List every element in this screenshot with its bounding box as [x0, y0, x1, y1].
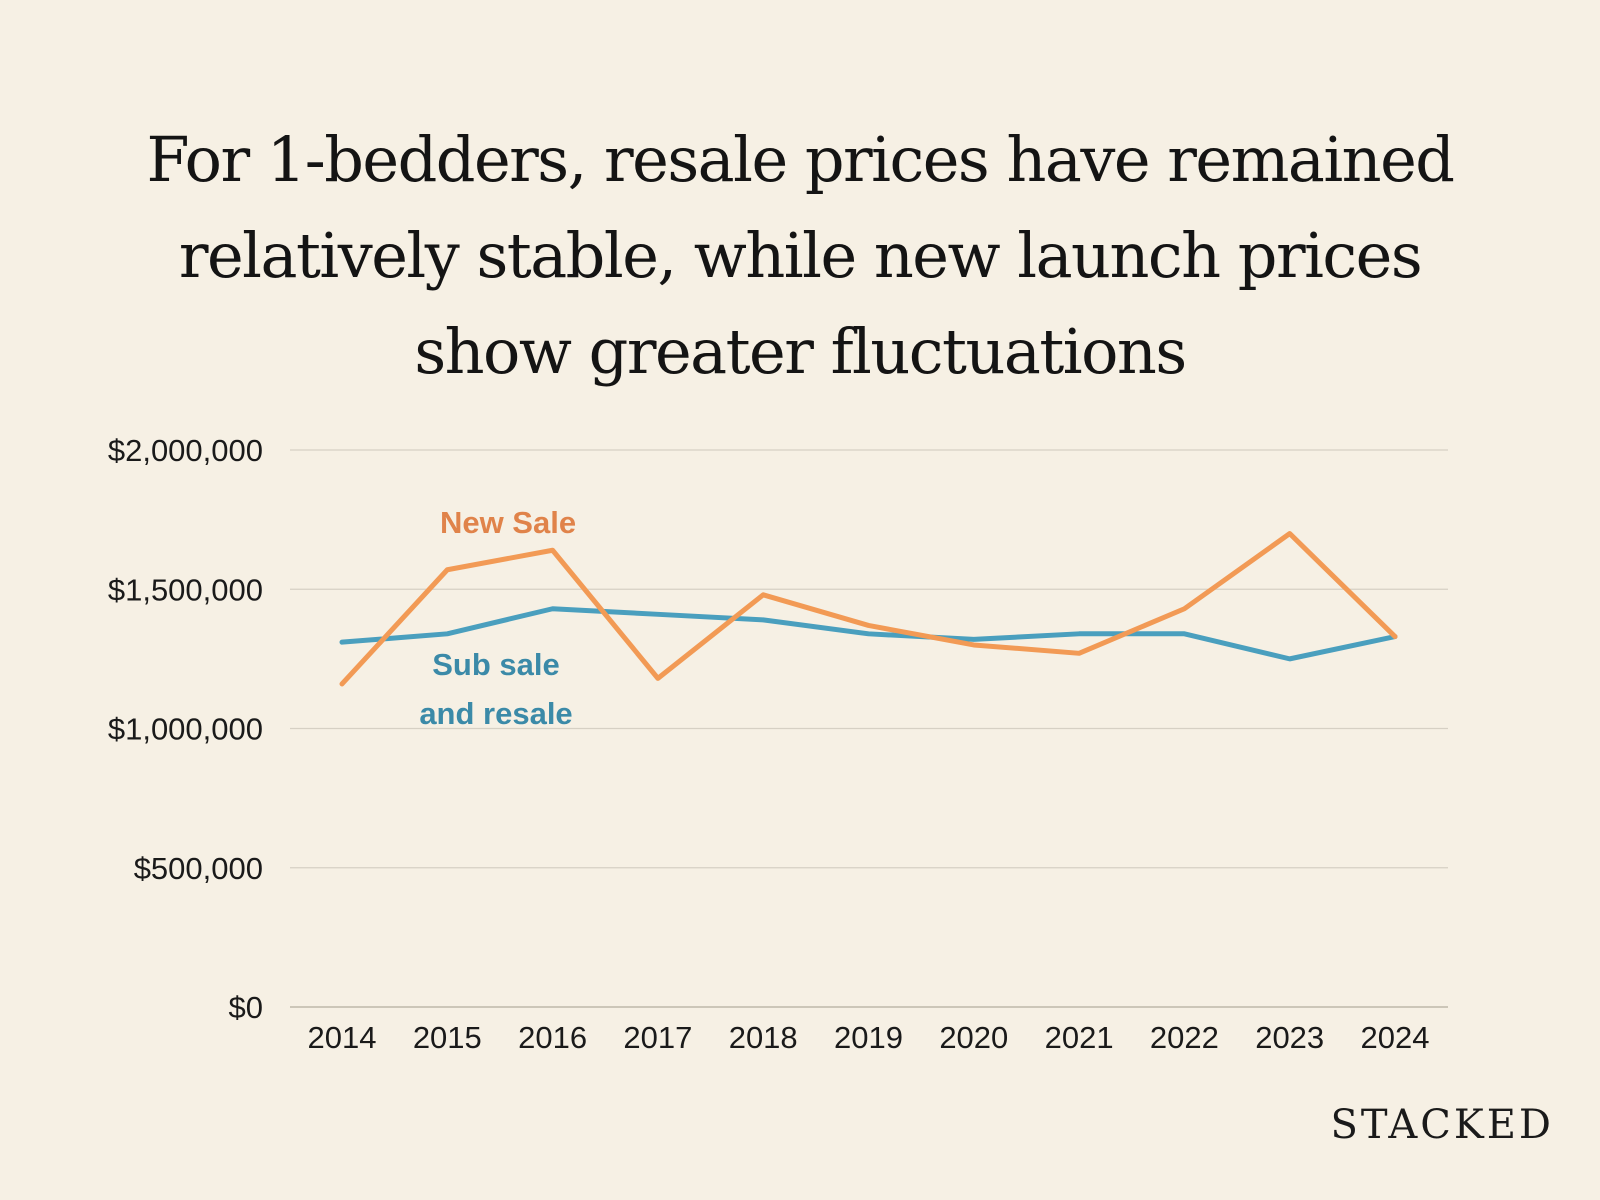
series-label-resale: and resale — [419, 696, 572, 731]
x-tick-label: 2019 — [834, 1020, 903, 1055]
brand-logo: STACKED — [1330, 1102, 1554, 1148]
series-label-resale: Sub sale — [432, 647, 560, 682]
y-tick-label: $2,000,000 — [108, 433, 263, 468]
y-axis-ticks: $0 $500,000 $1,000,000 $1,500,000 $2,000,000 — [108, 433, 263, 1025]
title-line-1: For 1-bedders, resale prices have remain… — [146, 123, 1456, 196]
series-line-new-sale — [339, 531, 1398, 687]
y-tick-label: $1,500,000 — [108, 572, 263, 607]
x-tick-label: 2024 — [1361, 1020, 1430, 1055]
x-tick-label: 2020 — [939, 1020, 1008, 1055]
series-line-resale — [339, 606, 1398, 662]
series-lines — [339, 531, 1398, 687]
y-tick-label: $0 — [229, 990, 263, 1025]
x-tick-label: 2014 — [308, 1020, 377, 1055]
chart-title: For 1-bedders, resale prices have remain… — [100, 112, 1500, 400]
x-tick-label: 2017 — [623, 1020, 692, 1055]
y-tick-label: $500,000 — [134, 851, 263, 886]
x-tick-label: 2021 — [1045, 1020, 1114, 1055]
x-tick-label: 2015 — [413, 1020, 482, 1055]
x-axis-ticks: 2014 2015 2016 2017 2018 2019 2020 2021 2022 2023… — [308, 1020, 1430, 1055]
title-line-2: relatively stable, while new launch pric… — [178, 219, 1423, 292]
y-tick-label: $1,000,000 — [108, 712, 263, 747]
x-tick-label: 2018 — [729, 1020, 798, 1055]
x-tick-label: 2022 — [1150, 1020, 1219, 1055]
series-labels: New Sale Sub sale and resale — [419, 505, 576, 731]
x-tick-label: 2016 — [518, 1020, 587, 1055]
title-line-3: show greater fluctuations — [414, 315, 1187, 388]
x-tick-label: 2023 — [1255, 1020, 1324, 1055]
series-label-new-sale: New Sale — [440, 505, 576, 540]
gridlines — [290, 449, 1448, 1008]
